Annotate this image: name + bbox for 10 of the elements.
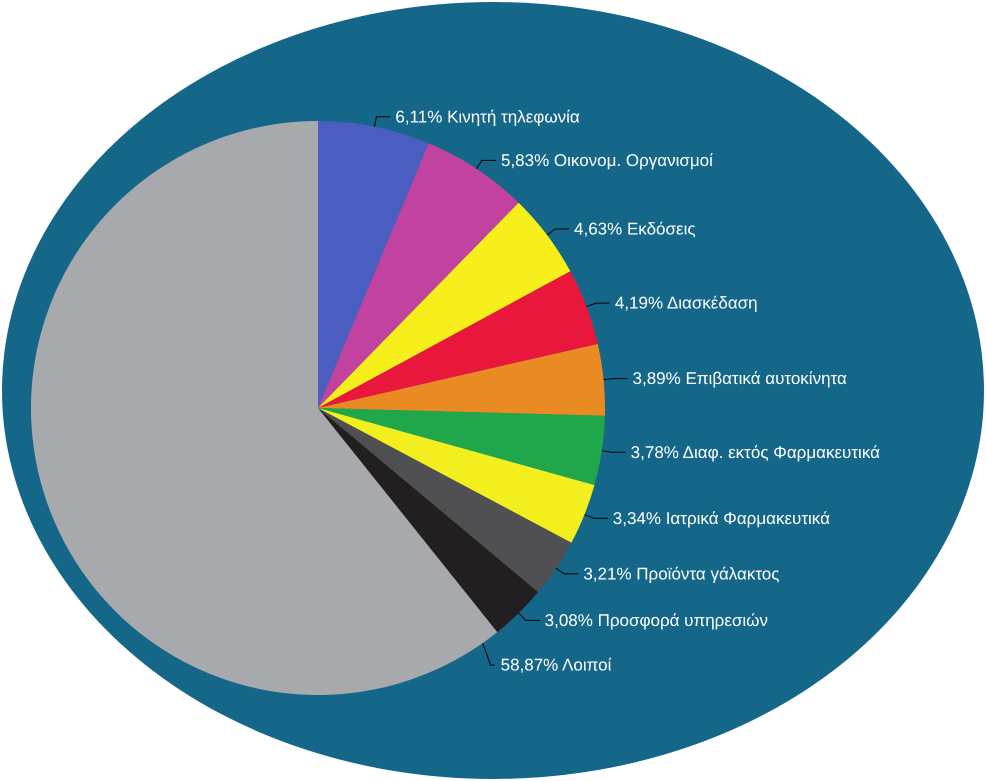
slice-label: 5,83% Οικονομ. Οργανισμοί <box>501 150 714 170</box>
slice-label: 3,08% Προσφορά υπηρεσιών <box>544 610 768 630</box>
slice-label: 4,63% Εκδόσεις <box>574 220 696 239</box>
slice-label: 58,87% Λοιποί <box>500 656 612 675</box>
slice-label: 6,11% Κινητή τηλεφωνία <box>395 107 580 126</box>
slice-label: 3,21% Προϊόντα γάλακτος <box>583 564 780 584</box>
slice-label: 4,19% Διασκέδαση <box>614 294 758 313</box>
slice-label: 3,78% Διαφ. εκτός Φαρμακευτικά <box>630 442 880 462</box>
slice-label: 3,34% Ιατρικά Φαρμακευτικά <box>612 508 830 528</box>
slice-label: 3,89% Επιβατικά αυτοκίνητα <box>632 369 848 388</box>
